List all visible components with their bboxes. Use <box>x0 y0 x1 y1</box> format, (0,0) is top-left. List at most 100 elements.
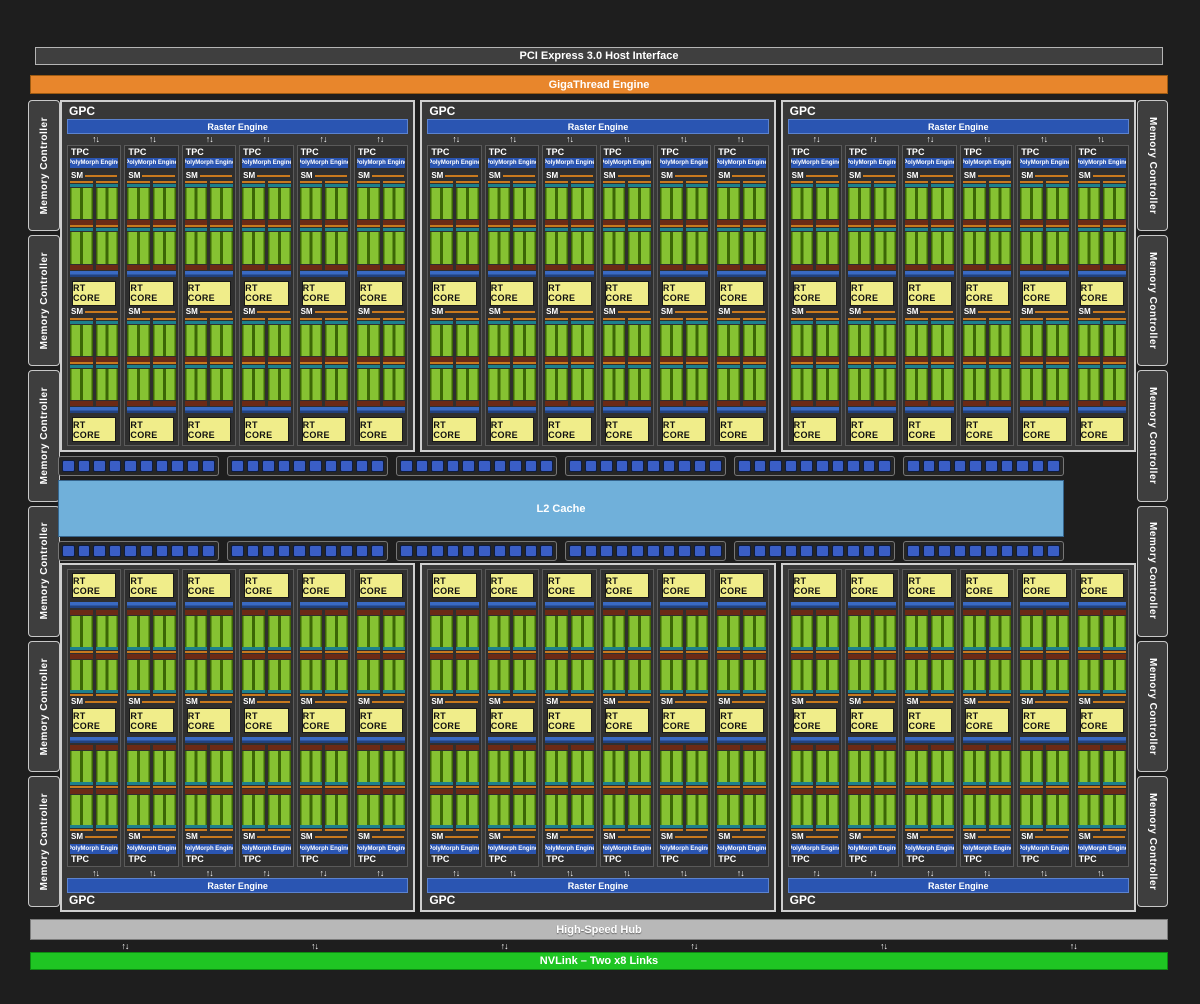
sm-l0-cache-bar <box>717 690 740 693</box>
polymorph-engine-bar: PolyMorph Engine <box>127 158 176 168</box>
l2-interface-block <box>540 460 553 472</box>
tpc-label: TPC <box>243 854 262 864</box>
sm-ldst-bar <box>848 653 871 659</box>
core-group <box>545 181 594 226</box>
core-column <box>325 788 348 831</box>
sm-scheduler-accent-bar <box>142 311 175 313</box>
sm-scheduler-bar <box>95 181 119 183</box>
cuda-cores-block <box>905 616 929 647</box>
sm-ldst-bar <box>790 610 814 615</box>
l2-interface-block <box>769 545 782 557</box>
sm-scheduler-accent-bar <box>920 700 953 703</box>
l2-interface-block <box>509 460 522 472</box>
tpc-block: TPC PolyMorph Engine SM RT CORE SM RT CORE <box>239 569 294 867</box>
core-column <box>570 744 594 788</box>
sm-ldst-bar <box>988 788 1012 794</box>
raster-engine-bar: Raster Engine <box>67 878 409 893</box>
sm-ldst-bar <box>962 788 986 794</box>
sm-l1-cache-bar <box>127 737 176 743</box>
core-column <box>717 317 740 362</box>
sm-l0-cache-bar <box>95 320 119 324</box>
sm-l0-cache-bar <box>905 364 929 368</box>
sm-ldst-bar <box>931 653 954 659</box>
sm-ldst-bar <box>513 745 537 750</box>
l2-interface-block <box>524 460 538 472</box>
l2-interface-block <box>1031 545 1045 557</box>
l2-interface-block <box>202 545 215 557</box>
cuda-cores-block <box>742 324 766 356</box>
l2-interface-block <box>569 545 582 557</box>
sm-scheduler-bar <box>816 225 840 228</box>
sm-l0-cache-bar <box>931 320 954 324</box>
core-column <box>356 317 380 362</box>
sm-ldst-bar <box>717 264 740 270</box>
core-column <box>717 653 740 696</box>
cuda-cores-block <box>456 794 479 825</box>
cuda-cores-block <box>95 659 119 690</box>
sm-l1-cache-bar <box>602 407 651 413</box>
tpc-block: TPC PolyMorph Engine SM RT CORE SM RT CORE <box>714 569 769 867</box>
sm-ldst-bar <box>430 264 454 270</box>
cuda-cores-block <box>848 368 871 400</box>
arrow-cell: ↑↓ <box>958 134 1015 144</box>
rt-core-block: RT CORE <box>719 417 764 442</box>
sm-l0-cache-bar <box>873 646 897 650</box>
core-column <box>153 317 176 362</box>
sm-l0-cache-bar <box>962 690 986 693</box>
sm-ldst-bar <box>988 610 1012 615</box>
core-column <box>356 361 380 406</box>
sm-ldst-bar <box>816 356 840 362</box>
sm-ldst-bar <box>430 610 454 615</box>
core-column <box>742 317 766 362</box>
tpc-block: TPC PolyMorph Engine SM RT CORE SM RT CORE <box>902 145 957 446</box>
sm-block: SM RT CORE <box>717 170 766 307</box>
core-group <box>127 744 176 788</box>
sm-ldst-bar <box>570 401 594 406</box>
core-group <box>790 788 840 831</box>
sm-scheduler-bar <box>659 181 683 183</box>
sm-scheduler-accent-bar <box>674 311 708 313</box>
sm-l1-cache-bar <box>905 602 954 608</box>
sm-ldst-bar <box>382 610 406 615</box>
sm-label: SM <box>1078 831 1091 841</box>
l2-interface-strip <box>734 456 895 476</box>
sm-l0-cache-bar <box>70 320 93 324</box>
sm-l0-cache-bar <box>356 690 380 693</box>
cuda-cores-block <box>184 324 208 356</box>
tpc-label: TPC <box>431 147 450 157</box>
sm-ldst-bar <box>742 745 766 750</box>
sm-scheduler-bar <box>210 225 234 228</box>
cuda-cores-block <box>742 794 766 825</box>
updown-arrows-icon: ↑↓ <box>509 867 517 878</box>
sm-label-row: SM <box>660 696 708 707</box>
core-group <box>717 225 766 270</box>
core-group <box>1077 653 1127 696</box>
sm-l0-cache-bar <box>299 781 323 785</box>
core-group <box>127 361 176 406</box>
sm-scheduler-bar <box>545 225 568 228</box>
sm-l0-cache-bar <box>545 781 568 785</box>
sm-l1-cache-bar <box>127 270 176 277</box>
cuda-cores-block <box>790 232 814 264</box>
core-group <box>299 653 348 696</box>
sm-l0-cache-bar <box>210 184 234 187</box>
sm-scheduler-accent-bar <box>1035 311 1068 313</box>
sm-l0-cache-bar <box>127 184 151 187</box>
sm-ldst-bar <box>717 653 740 659</box>
sm-scheduler-bar <box>602 181 626 183</box>
polymorph-engine-bar: PolyMorph Engine <box>962 844 1012 854</box>
sm-block: SM RT CORE <box>1020 170 1069 307</box>
sm-scheduler-bar <box>242 225 265 228</box>
sm-scheduler-bar <box>325 317 348 320</box>
sm-l0-cache-bar <box>570 184 594 187</box>
sm-scheduler-bar <box>659 317 683 320</box>
sm-block: SM RT CORE <box>905 307 954 444</box>
cuda-cores-block <box>325 659 348 690</box>
sm-l0-cache-bar <box>153 184 176 187</box>
sm-ldst-bar <box>456 610 479 615</box>
sm-scheduler-bar <box>95 225 119 228</box>
sm-scheduler-bar <box>545 694 568 696</box>
sm-block: SM RT CORE <box>848 572 897 707</box>
sm-l0-cache-bar <box>356 228 380 232</box>
sm-l1-cache-bar <box>487 737 537 743</box>
